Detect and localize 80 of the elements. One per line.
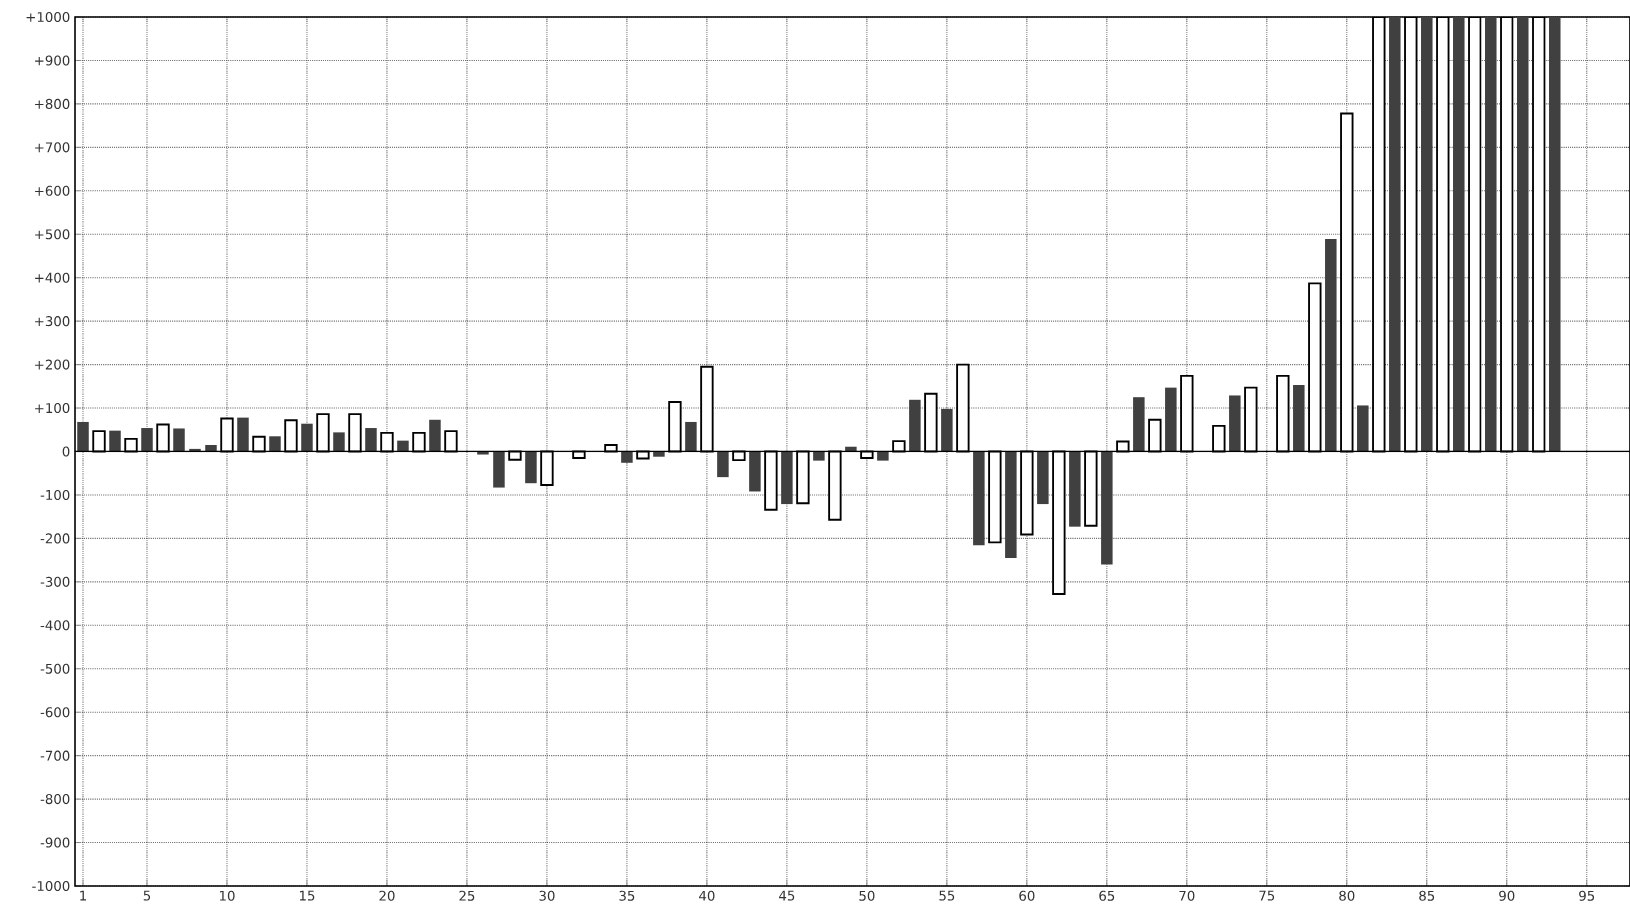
y-tick-label: -100 xyxy=(40,489,70,500)
y-tick-label: +200 xyxy=(35,359,70,370)
bar xyxy=(685,421,697,452)
bar xyxy=(781,451,793,505)
bar xyxy=(1069,451,1081,527)
bar xyxy=(877,451,889,461)
bar xyxy=(1165,387,1177,452)
bar xyxy=(1037,451,1049,505)
x-tick-label: 45 xyxy=(779,890,795,901)
y-tick-label: -1000 xyxy=(32,880,70,892)
bar xyxy=(365,428,377,452)
x-tick-label: 95 xyxy=(1579,890,1595,901)
bar xyxy=(1005,451,1017,558)
bar xyxy=(1101,451,1113,565)
x-tick-label: 60 xyxy=(1019,890,1035,901)
bar xyxy=(909,399,921,452)
y-tick-label: -600 xyxy=(40,707,70,718)
bar xyxy=(1133,397,1145,452)
y-tick-label: +1000 xyxy=(26,11,70,23)
bar xyxy=(813,451,825,461)
y-tick-label: -200 xyxy=(40,533,70,544)
y-tick-label: -700 xyxy=(40,750,70,761)
y-tick-label: -900 xyxy=(40,837,70,848)
x-tick-label: 35 xyxy=(619,890,635,901)
bar xyxy=(941,408,953,452)
bar xyxy=(1325,239,1337,452)
y-tick-label: +900 xyxy=(35,55,70,66)
y-tick-label: -800 xyxy=(40,794,70,805)
bar xyxy=(493,451,505,488)
bar xyxy=(1453,17,1465,452)
bar xyxy=(717,451,729,478)
x-tick-label: 5 xyxy=(143,890,151,901)
bar xyxy=(109,430,121,452)
bar xyxy=(141,428,153,452)
x-tick-label: 10 xyxy=(219,890,235,901)
y-tick-label: 0 xyxy=(62,446,70,457)
bar xyxy=(237,417,249,452)
bar xyxy=(1485,17,1497,452)
x-tick-label: 20 xyxy=(379,890,395,901)
y-tick-label: -400 xyxy=(40,620,70,631)
bar xyxy=(749,451,761,492)
bar xyxy=(333,432,345,452)
y-tick-label: +800 xyxy=(35,98,70,109)
y-tick-label: -300 xyxy=(40,576,70,587)
x-tick-label: 55 xyxy=(939,890,955,901)
x-tick-label: 80 xyxy=(1339,890,1355,901)
x-tick-label: 75 xyxy=(1259,890,1275,901)
y-tick-label: +100 xyxy=(35,402,70,414)
y-tick-label: +700 xyxy=(35,142,70,153)
bar xyxy=(1549,17,1561,452)
x-tick-label: 85 xyxy=(1419,890,1435,901)
x-tick-label: 90 xyxy=(1499,890,1515,901)
x-tick-label: 1 xyxy=(80,890,87,901)
y-tick-label: +400 xyxy=(35,272,70,283)
x-tick-label: 30 xyxy=(539,890,555,901)
x-tick-label: 25 xyxy=(459,890,475,901)
bar xyxy=(173,428,185,452)
bar xyxy=(621,451,633,463)
x-tick-label: 15 xyxy=(299,890,315,901)
bar xyxy=(269,436,281,452)
x-tick-label: 70 xyxy=(1179,890,1195,901)
y-tick-label: +300 xyxy=(35,316,70,327)
bar xyxy=(1229,395,1241,452)
bar xyxy=(77,421,89,452)
x-tick-label: 40 xyxy=(699,890,715,901)
bar xyxy=(973,451,985,546)
bar xyxy=(397,440,409,452)
bar xyxy=(429,419,441,452)
bar xyxy=(1389,17,1401,452)
bar xyxy=(301,423,313,452)
bar xyxy=(1293,385,1305,452)
y-tick-label: +500 xyxy=(35,229,70,240)
x-tick-label: 65 xyxy=(1099,890,1115,901)
y-tick-label: -500 xyxy=(40,663,70,674)
x-tick-label: 50 xyxy=(859,890,875,901)
y-tick-label: +600 xyxy=(35,185,70,196)
bar xyxy=(525,451,537,484)
bar xyxy=(1517,17,1529,452)
bar xyxy=(1357,405,1369,452)
bar xyxy=(1421,17,1433,452)
